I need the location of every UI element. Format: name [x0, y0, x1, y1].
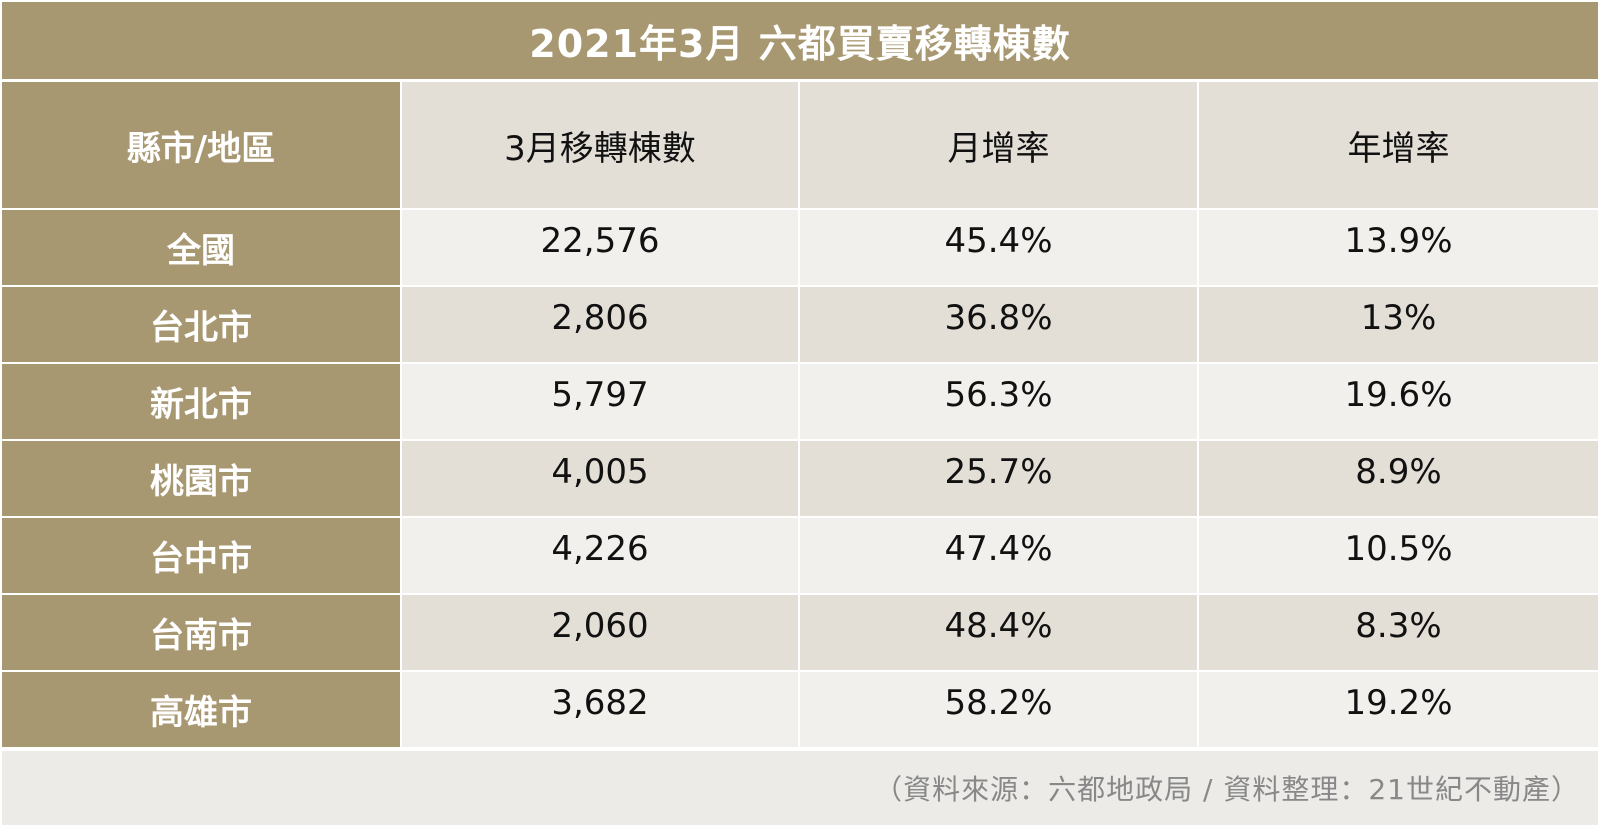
transfers-cell: 2,806: [402, 287, 800, 364]
region-cell: 台中市: [2, 518, 402, 595]
header-row: 縣市/地區 3月移轉棟數 月增率 年增率: [2, 82, 1598, 210]
column-header-yoy: 年增率: [1199, 82, 1598, 210]
mom-cell: 58.2%: [800, 672, 1199, 749]
table-title: 2021年3月 六都買賣移轉棟數: [2, 2, 1598, 79]
region-cell: 台北市: [2, 287, 402, 364]
yoy-cell: 19.2%: [1199, 672, 1598, 749]
yoy-cell: 13.9%: [1199, 210, 1598, 287]
column-header-transfers: 3月移轉棟數: [402, 82, 800, 210]
yoy-cell: 19.6%: [1199, 364, 1598, 441]
region-cell: 高雄市: [2, 672, 402, 749]
transfers-cell: 3,682: [402, 672, 800, 749]
transfers-cell: 4,226: [402, 518, 800, 595]
mom-cell: 48.4%: [800, 595, 1199, 672]
column-header-region: 縣市/地區: [2, 82, 402, 210]
transfers-cell: 22,576: [402, 210, 800, 287]
source-note: （資料來源：六都地政局 / 資料整理：21世紀不動產）: [2, 751, 1598, 825]
table-row: 新北市 5,797 56.3% 19.6%: [2, 364, 1598, 441]
mom-cell: 56.3%: [800, 364, 1199, 441]
yoy-cell: 8.3%: [1199, 595, 1598, 672]
yoy-cell: 13%: [1199, 287, 1598, 364]
mom-cell: 36.8%: [800, 287, 1199, 364]
table-row: 台南市 2,060 48.4% 8.3%: [2, 595, 1598, 672]
yoy-cell: 10.5%: [1199, 518, 1598, 595]
table-row: 台中市 4,226 47.4% 10.5%: [2, 518, 1598, 595]
mom-cell: 25.7%: [800, 441, 1199, 518]
yoy-cell: 8.9%: [1199, 441, 1598, 518]
table-row: 桃園市 4,005 25.7% 8.9%: [2, 441, 1598, 518]
column-header-mom: 月增率: [800, 82, 1199, 210]
table-row: 高雄市 3,682 58.2% 19.2%: [2, 672, 1598, 749]
region-cell: 新北市: [2, 364, 402, 441]
transfers-cell: 2,060: [402, 595, 800, 672]
region-cell: 全國: [2, 210, 402, 287]
mom-cell: 45.4%: [800, 210, 1199, 287]
table-row: 全國 22,576 45.4% 13.9%: [2, 210, 1598, 287]
table-row: 台北市 2,806 36.8% 13%: [2, 287, 1598, 364]
mom-cell: 47.4%: [800, 518, 1199, 595]
data-table: 縣市/地區 3月移轉棟數 月增率 年增率 全國 22,576 45.4% 13.…: [2, 82, 1598, 749]
region-cell: 桃園市: [2, 441, 402, 518]
source-note-text: （資料來源：六都地政局 / 資料整理：21世紀不動產）: [874, 773, 1580, 806]
transfers-cell: 4,005: [402, 441, 800, 518]
transfers-cell: 5,797: [402, 364, 800, 441]
region-cell: 台南市: [2, 595, 402, 672]
